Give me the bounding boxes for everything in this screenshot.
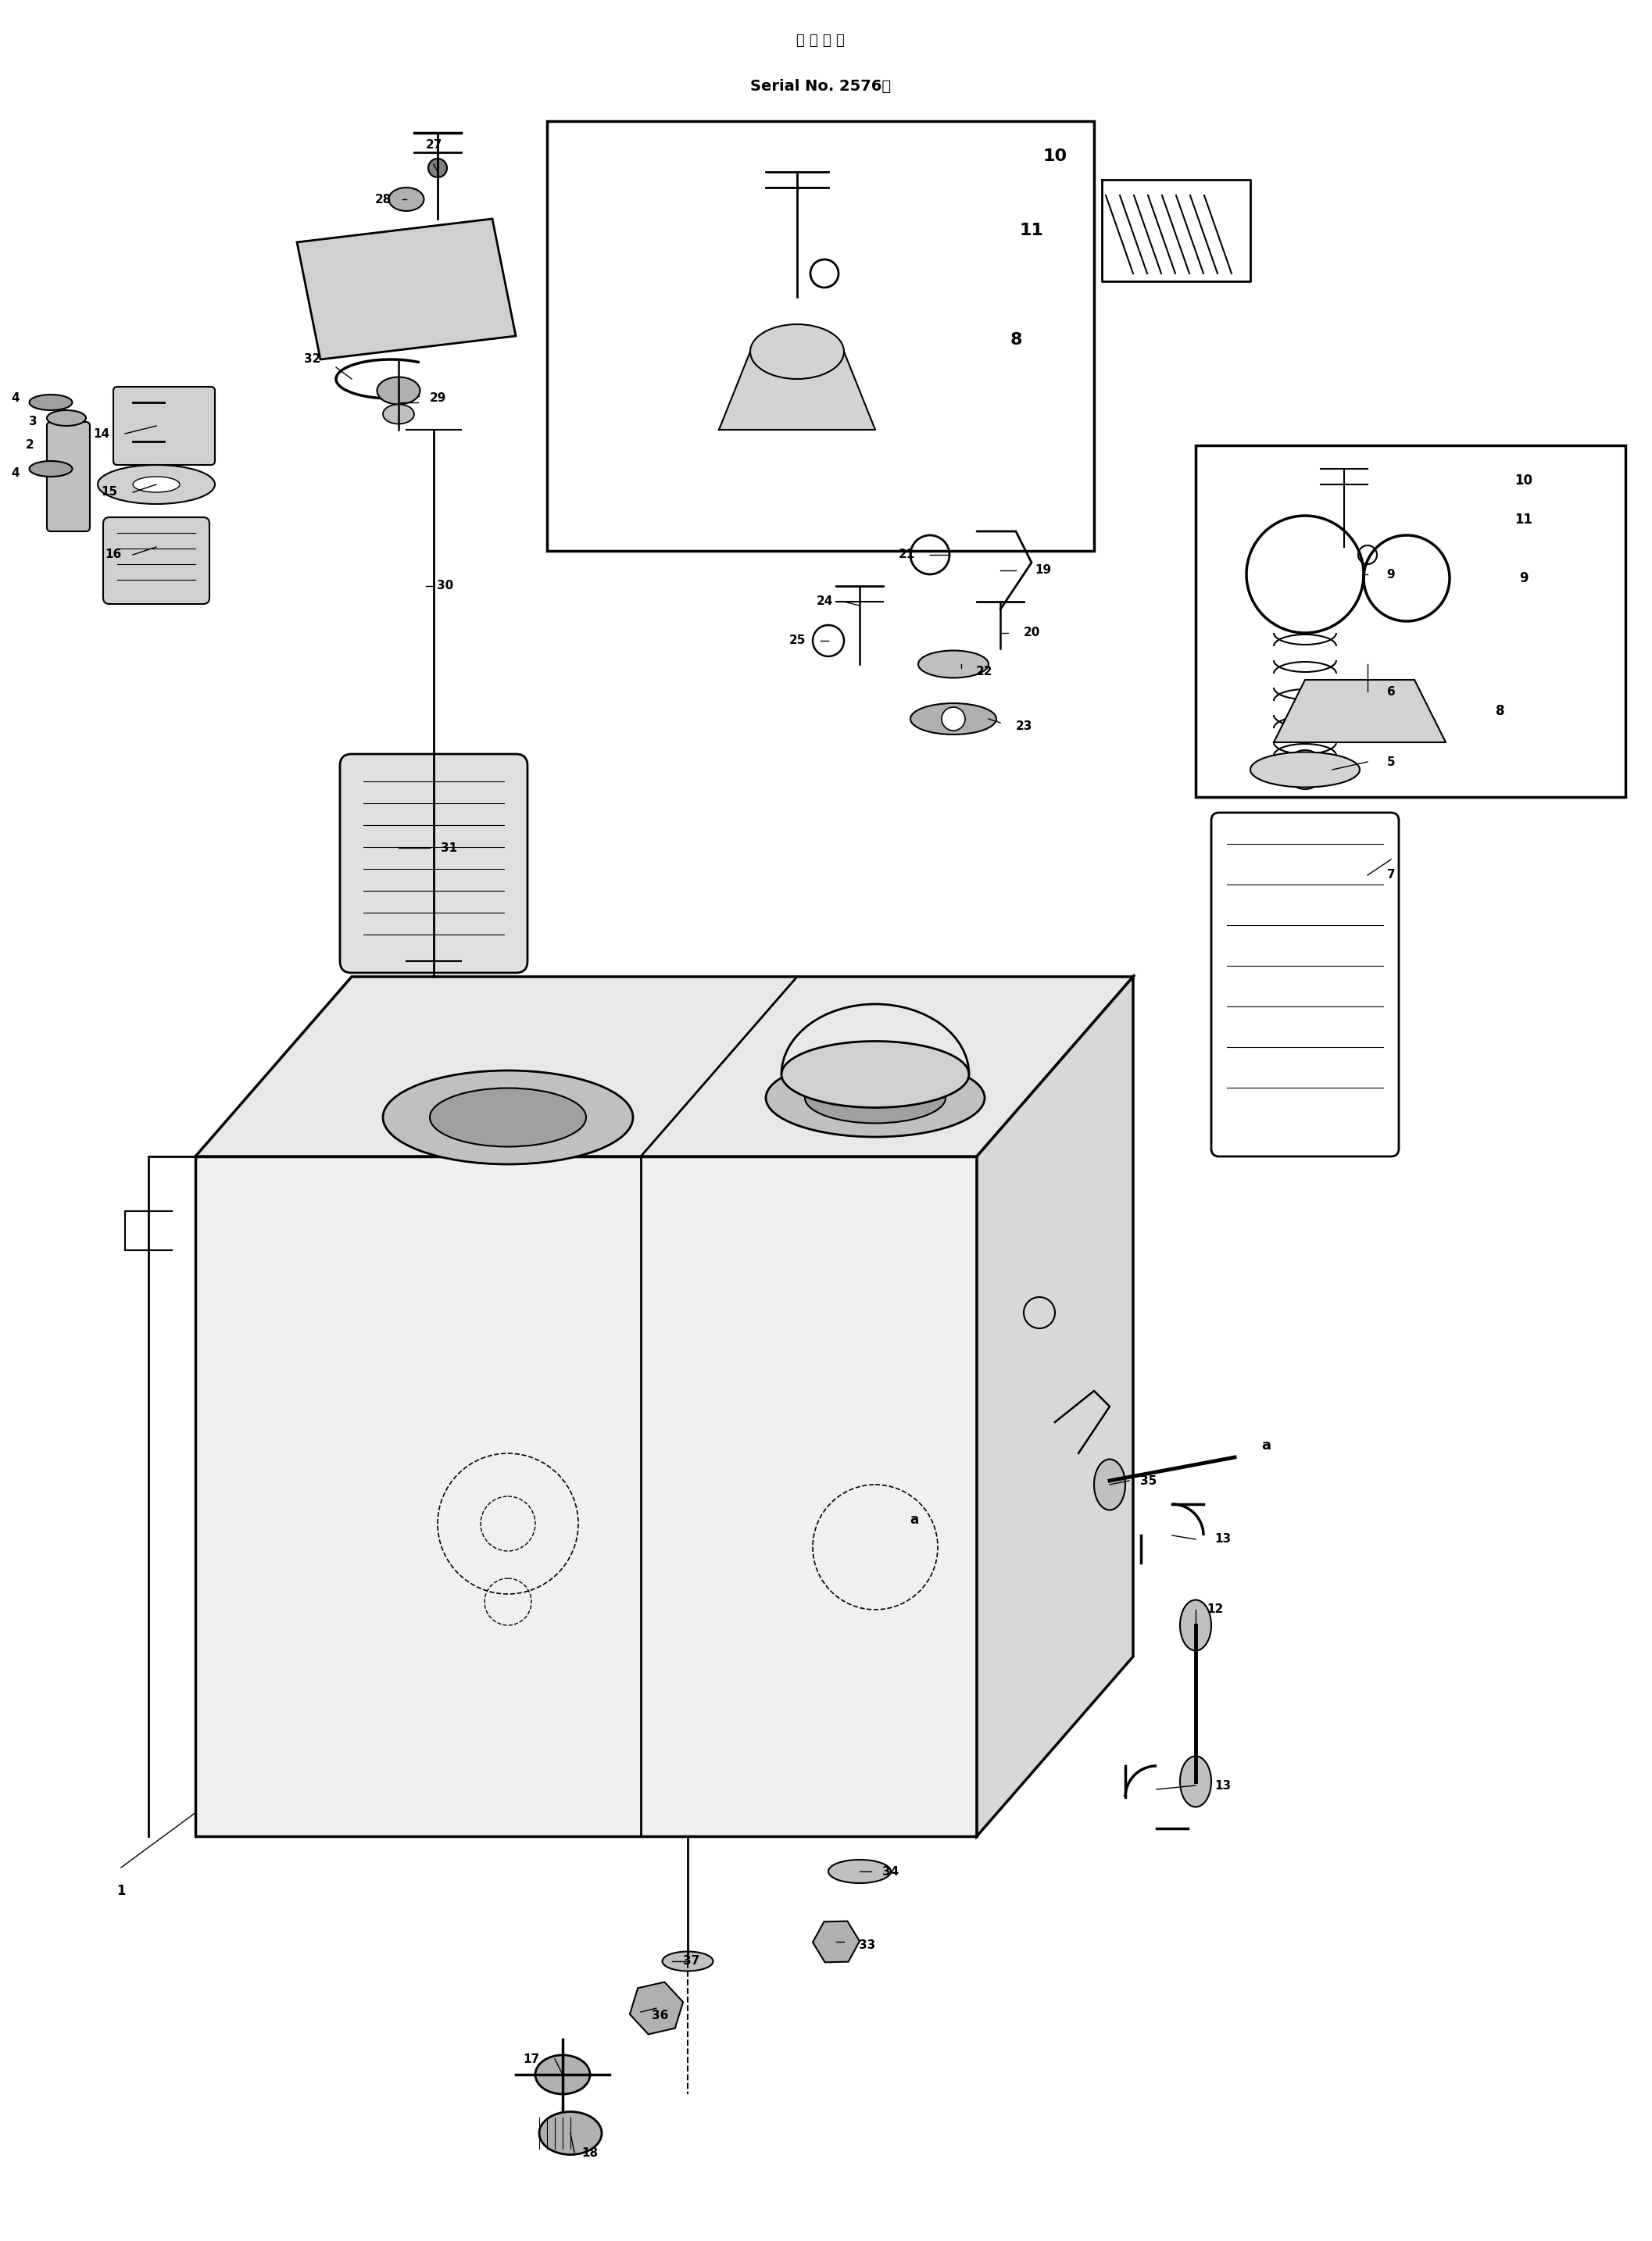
Ellipse shape [46,410,86,426]
Text: 10: 10 [1042,148,1067,164]
Text: 16: 16 [106,549,122,560]
FancyBboxPatch shape [46,421,89,531]
Ellipse shape [767,1058,985,1136]
Text: 23: 23 [1016,722,1032,733]
Text: 20: 20 [1023,627,1039,639]
Text: 30: 30 [438,580,454,592]
Ellipse shape [1094,1459,1125,1510]
Text: 29: 29 [430,392,446,403]
Ellipse shape [1180,1600,1211,1652]
Ellipse shape [1180,1757,1211,1806]
Text: 4: 4 [12,392,20,403]
Text: 7: 7 [1386,870,1396,881]
Text: 9: 9 [1386,569,1396,580]
Text: 10: 10 [1515,473,1533,489]
Text: 37: 37 [684,1956,700,1968]
Text: Serial No. 2576～: Serial No. 2576～ [750,78,890,94]
Text: 8: 8 [1009,332,1023,347]
Text: 26: 26 [344,271,360,282]
Text: 6: 6 [1386,686,1396,697]
FancyBboxPatch shape [114,388,215,464]
FancyBboxPatch shape [102,518,210,605]
Text: 3: 3 [28,417,36,428]
Text: 11: 11 [1515,513,1533,527]
Polygon shape [719,352,876,430]
Ellipse shape [377,376,420,403]
Text: 14: 14 [93,428,109,439]
Polygon shape [1274,679,1446,742]
Ellipse shape [805,1073,945,1123]
Ellipse shape [383,403,415,424]
Ellipse shape [1251,753,1360,787]
Ellipse shape [781,1042,970,1107]
Ellipse shape [388,188,425,211]
Ellipse shape [30,462,73,477]
Polygon shape [195,977,1133,1156]
Ellipse shape [539,2111,601,2154]
Ellipse shape [383,1071,633,1165]
Text: 36: 36 [653,2010,669,2021]
Text: 24: 24 [816,596,833,607]
Text: 適 用 号 機: 適 用 号 機 [796,34,844,47]
Text: 18: 18 [582,2147,598,2158]
Text: 35: 35 [1140,1475,1156,1486]
Text: 31: 31 [441,843,458,854]
Text: 5: 5 [1386,755,1396,769]
Text: 15: 15 [101,486,117,498]
Text: a: a [1260,1439,1270,1452]
Ellipse shape [430,1089,586,1147]
Bar [547,121,1094,551]
FancyBboxPatch shape [1211,813,1399,1156]
Text: 27: 27 [425,139,443,150]
Text: 4: 4 [12,466,20,480]
Ellipse shape [919,650,988,677]
Text: 13: 13 [1214,1533,1231,1546]
Text: 9: 9 [1520,571,1528,585]
Text: 1: 1 [117,1885,126,1898]
Polygon shape [297,220,515,359]
Text: 17: 17 [524,2053,540,2064]
Ellipse shape [828,1860,890,1882]
Text: 8: 8 [1497,704,1505,717]
Ellipse shape [910,704,996,735]
Text: 33: 33 [859,1941,876,1952]
Text: 13: 13 [1214,1779,1231,1791]
Text: a: a [910,1513,919,1526]
Text: 2: 2 [25,439,35,450]
Bar [1196,446,1626,798]
Text: 19: 19 [1036,565,1052,576]
Text: 21: 21 [899,549,915,560]
Polygon shape [195,1156,976,1835]
FancyBboxPatch shape [340,753,527,973]
Text: 12: 12 [1208,1605,1224,1616]
Polygon shape [976,977,1133,1835]
Text: 22: 22 [976,666,993,677]
Ellipse shape [30,394,73,410]
Ellipse shape [750,325,844,379]
Text: 34: 34 [882,1865,899,1878]
Text: 25: 25 [788,634,806,648]
Text: 11: 11 [1019,222,1044,238]
Ellipse shape [535,2055,590,2093]
Circle shape [428,159,448,177]
Circle shape [942,708,965,731]
Ellipse shape [662,1952,714,1972]
Ellipse shape [132,477,180,493]
Circle shape [1285,751,1325,789]
Text: 28: 28 [375,193,392,206]
Ellipse shape [97,464,215,504]
Text: 32: 32 [304,354,320,365]
